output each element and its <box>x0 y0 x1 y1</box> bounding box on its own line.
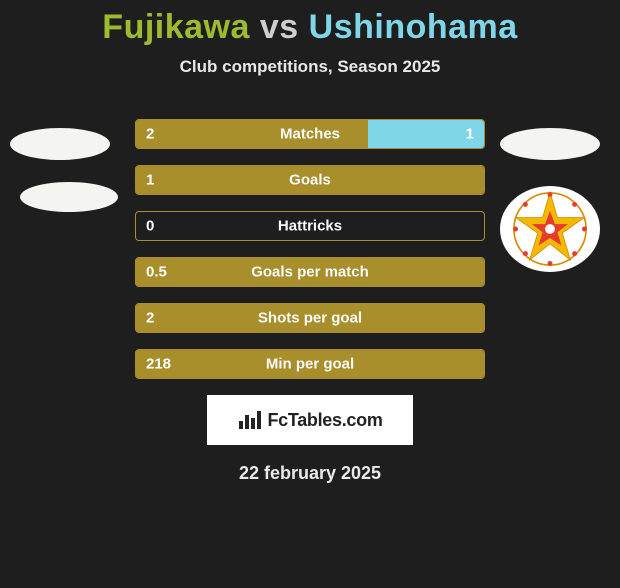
value-left: 2 <box>146 310 154 327</box>
value-right: 1 <box>466 126 474 143</box>
stat-label: Min per goal <box>266 356 354 373</box>
stat-row: 0 Hattricks <box>135 211 485 241</box>
page-title: Fujikawa vs Ushinohama <box>0 8 620 47</box>
stat-row: 0.5 Goals per match <box>135 257 485 287</box>
brand-box: FcTables.com <box>207 395 413 445</box>
bars-logo-icon <box>237 409 263 431</box>
stat-row: 2 1 Matches <box>135 119 485 149</box>
stat-label: Shots per goal <box>258 310 362 327</box>
value-left: 0 <box>146 218 154 235</box>
stat-row: 1 Goals <box>135 165 485 195</box>
value-left: 1 <box>146 172 154 189</box>
stat-row: 218 Min per goal <box>135 349 485 379</box>
stat-label: Hattricks <box>278 218 342 235</box>
date-text: 22 february 2025 <box>0 463 620 484</box>
subtitle: Club competitions, Season 2025 <box>0 57 620 77</box>
comparison-chart: 2 1 Matches 1 Goals 0 Hattricks 0.5 Goals per ma… <box>0 119 620 379</box>
player1-name: Fujikawa <box>102 8 250 46</box>
value-left: 2 <box>146 126 154 143</box>
vs-text: vs <box>260 8 299 46</box>
stat-label: Goals <box>289 172 331 189</box>
brand-text: FcTables.com <box>267 410 382 431</box>
value-left: 0.5 <box>146 264 167 281</box>
stat-label: Matches <box>280 126 340 143</box>
player2-name: Ushinohama <box>309 8 518 46</box>
stat-row: 2 Shots per goal <box>135 303 485 333</box>
value-left: 218 <box>146 356 171 373</box>
stat-label: Goals per match <box>251 264 369 281</box>
